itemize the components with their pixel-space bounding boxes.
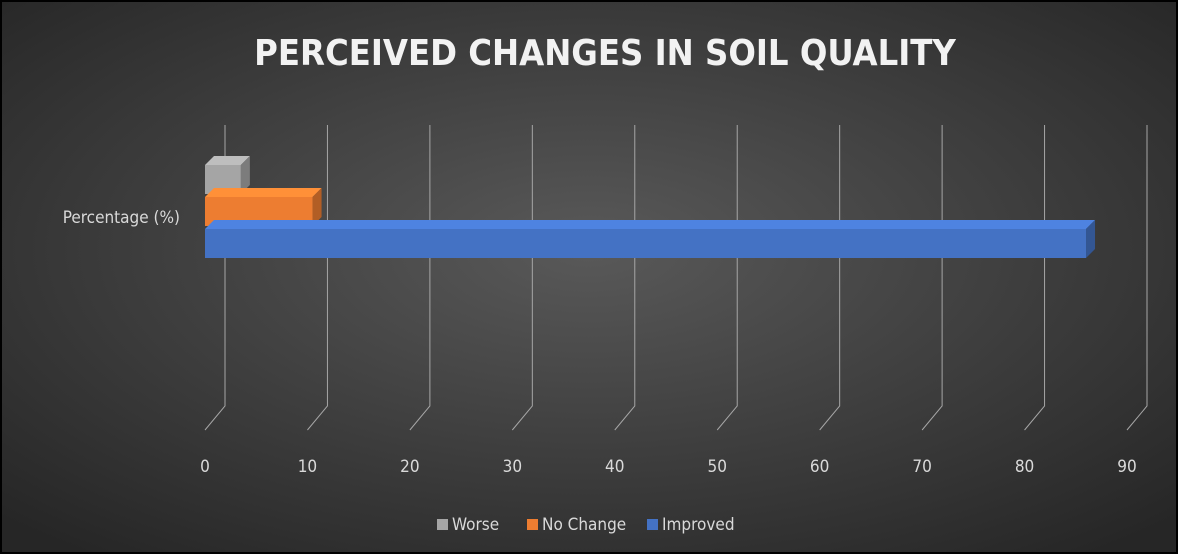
- grid-line: [307, 125, 328, 431]
- x-tick-label: 80: [1015, 457, 1034, 477]
- grid-line: [1024, 125, 1046, 431]
- bar-front: [205, 229, 1087, 258]
- x-tick-label: 70: [912, 457, 931, 477]
- bar-side: [240, 156, 250, 194]
- x-tick-label: 10: [298, 457, 317, 477]
- legend-swatch: [527, 519, 538, 530]
- legend-swatch: [647, 519, 658, 530]
- bar-side: [312, 188, 322, 226]
- legend-swatch: [437, 519, 448, 530]
- chart-title: PERCEIVED CHANGES IN SOIL QUALITY: [254, 33, 956, 74]
- grid-line: [1126, 125, 1148, 431]
- bar-side: [1086, 220, 1096, 258]
- legend-label: No Change: [542, 515, 626, 535]
- x-tick-label: 20: [400, 457, 419, 477]
- bar-top: [205, 220, 1096, 229]
- x-tick-label: 0: [200, 457, 210, 477]
- x-tick-label: 30: [503, 457, 522, 477]
- legend-label: Worse: [452, 515, 499, 535]
- grid-line: [716, 125, 738, 431]
- bar-top: [205, 156, 250, 165]
- grid-line: [819, 125, 841, 431]
- bar-top: [205, 188, 322, 197]
- x-tick-label: 50: [707, 457, 726, 477]
- legend-label: Improved: [662, 515, 735, 535]
- grid-line: [409, 125, 431, 431]
- grid-line: [921, 125, 943, 431]
- grid-line: [614, 125, 636, 431]
- grid-line: [511, 125, 533, 431]
- x-tick-label: 40: [605, 457, 624, 477]
- category-label: Percentage (%): [63, 208, 180, 228]
- x-tick-label: 60: [810, 457, 829, 477]
- bar: [205, 220, 1096, 258]
- x-tick-label: 90: [1117, 457, 1136, 477]
